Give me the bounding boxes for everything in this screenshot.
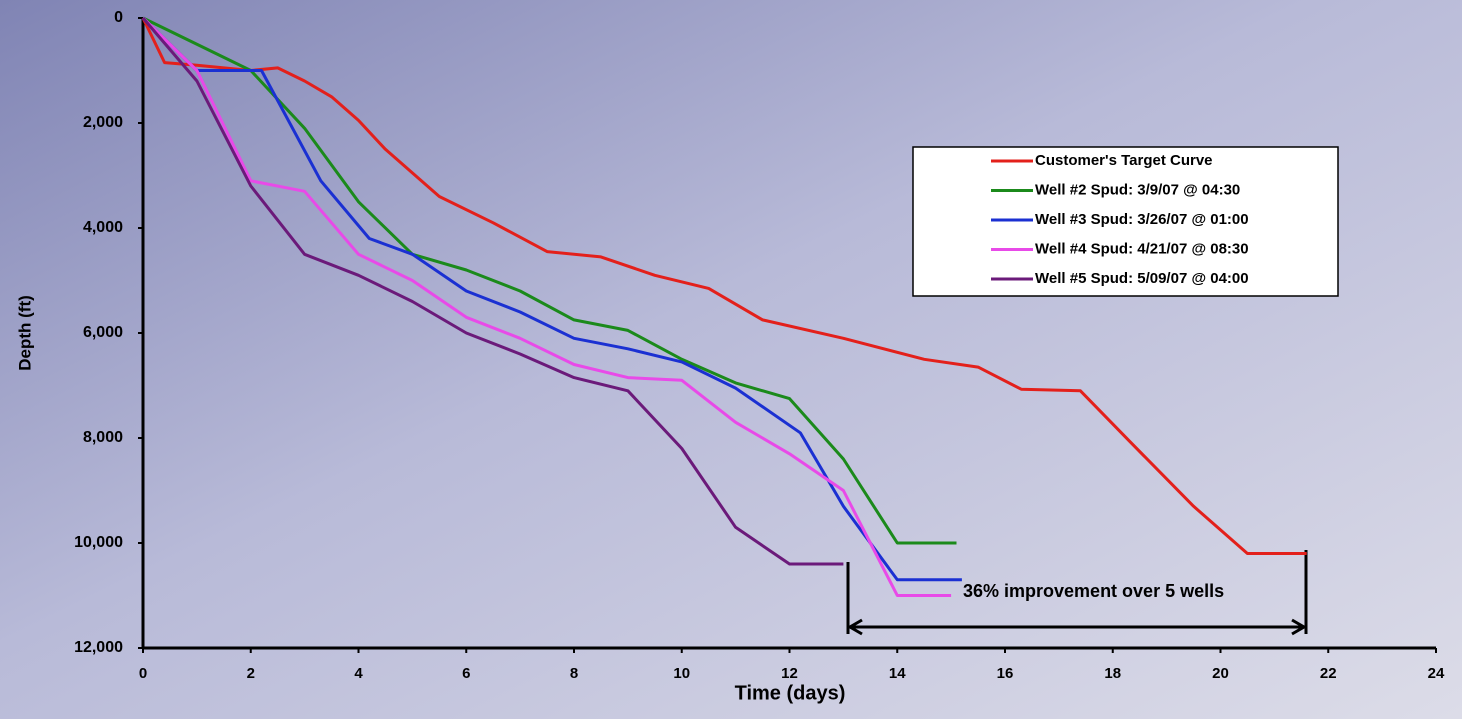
y-tick-label: 8,000 — [83, 429, 123, 446]
legend: Customer's Target Curve Well #2 Spud: 3/9… — [912, 146, 1339, 297]
x-tick-label: 6 — [462, 665, 470, 682]
x-tick-label: 12 — [781, 665, 798, 682]
series-line — [142, 16, 957, 545]
series-line — [141, 17, 844, 566]
x-tick-label: 18 — [1104, 665, 1121, 682]
y-tick-label: 6,000 — [83, 324, 123, 341]
legend-label: Customer's Target Curve — [1035, 152, 1213, 169]
series-line — [141, 16, 952, 597]
y-tick-label: 10,000 — [74, 534, 123, 551]
legend-label: Well #4 Spud: 4/21/07 @ 08:30 — [1035, 240, 1249, 257]
x-tick-label: 2 — [247, 665, 255, 682]
x-tick-label: 24 — [1428, 665, 1445, 682]
x-axis-label: Time (days) — [735, 682, 846, 704]
legend-label: Well #3 Spud: 3/26/07 @ 01:00 — [1035, 211, 1249, 228]
y-tick-label: 0 — [114, 9, 123, 26]
y-tick-label: 12,000 — [74, 639, 123, 656]
x-tick-label: 4 — [354, 665, 363, 682]
improvement-bracket — [846, 550, 1308, 636]
series-line — [141, 17, 1307, 555]
x-tick-label: 14 — [889, 665, 906, 682]
x-tick-label: 10 — [673, 665, 690, 682]
annotation: 36% improvement over 5 wells — [963, 581, 1224, 601]
x-tick-label: 0 — [139, 665, 147, 682]
x-tick-label: 22 — [1320, 665, 1337, 682]
x-tick-label: 8 — [570, 665, 578, 682]
series-line — [141, 16, 962, 582]
legend-label: Well #2 Spud: 3/9/07 @ 04:30 — [1035, 181, 1240, 198]
x-tick-label: 20 — [1212, 665, 1229, 682]
legend-label: Well #5 Spud: 5/09/07 @ 04:00 — [1035, 270, 1249, 287]
y-tick-label: 4,000 — [83, 219, 123, 236]
y-tick-label: 2,000 — [83, 114, 123, 131]
legend-box — [912, 146, 1339, 297]
y-axis-label: Depth (ft) — [15, 295, 34, 371]
x-tick-label: 16 — [997, 665, 1014, 682]
